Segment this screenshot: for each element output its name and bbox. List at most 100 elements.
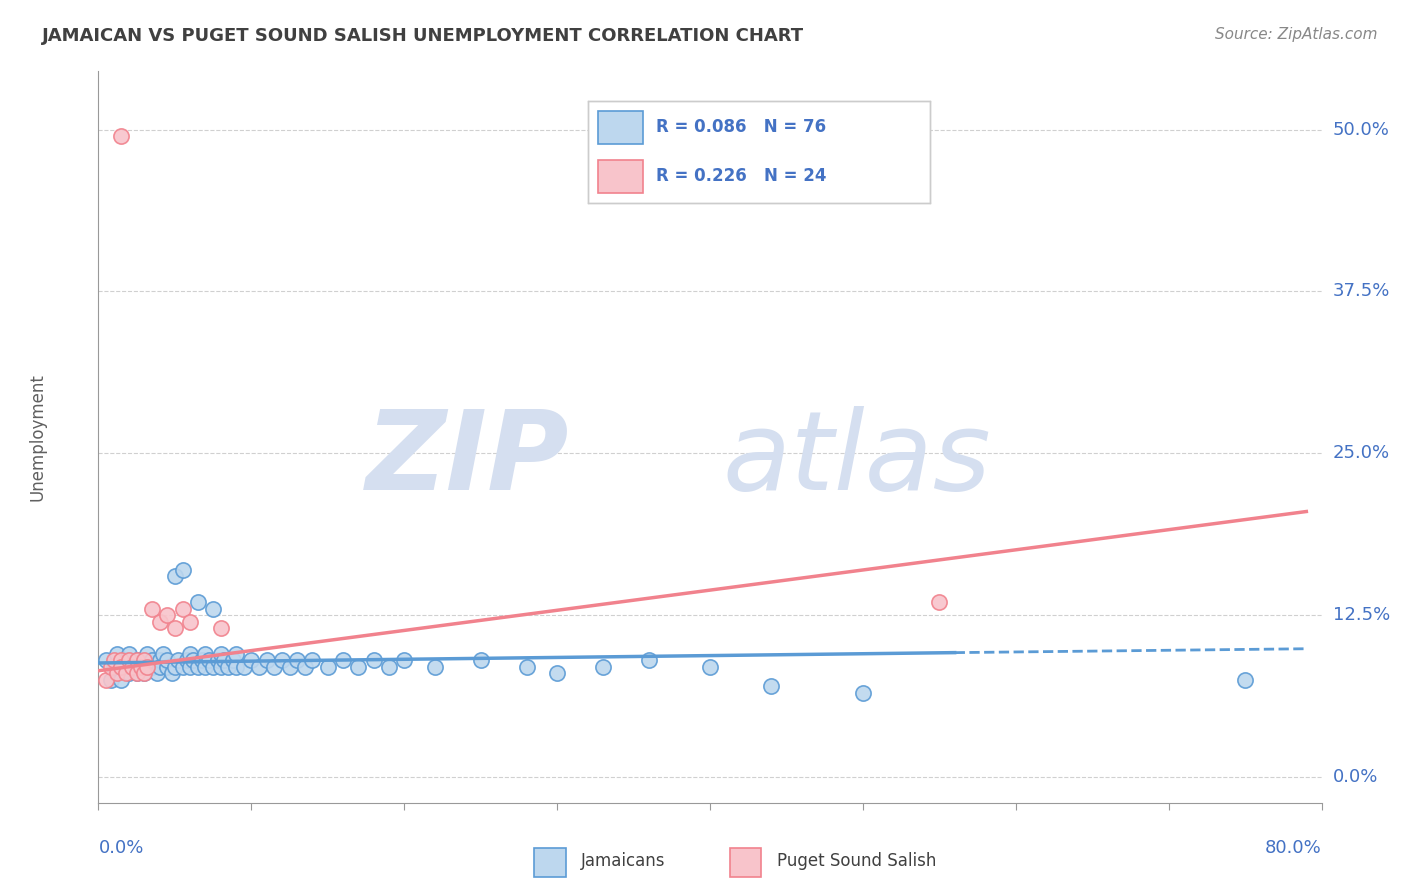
Point (172, 601, 194, 615)
Point (105, 666, 128, 681)
Point (176, 653, 198, 667)
Point (209, 621, 232, 635)
Text: 25.0%: 25.0% (1333, 444, 1391, 462)
Point (149, 653, 172, 667)
Point (470, 653, 492, 667)
Point (152, 647, 174, 661)
Point (256, 653, 278, 667)
Point (202, 660, 225, 674)
Point (172, 563, 194, 577)
Point (378, 660, 401, 674)
Point (316, 660, 339, 674)
Point (759, 679, 782, 693)
Point (110, 673, 132, 687)
Point (191, 653, 214, 667)
Point (118, 666, 141, 681)
Point (392, 653, 416, 667)
Point (423, 660, 446, 674)
Point (115, 653, 138, 667)
Point (156, 653, 179, 667)
Point (172, 660, 194, 674)
Point (637, 653, 661, 667)
Point (110, 653, 132, 667)
Point (118, 647, 141, 661)
Point (141, 653, 163, 667)
Point (194, 647, 217, 661)
Point (363, 653, 385, 667)
Point (103, 653, 125, 667)
Point (852, 686, 875, 700)
Point (209, 660, 232, 674)
Point (592, 660, 614, 674)
Point (103, 660, 125, 674)
Point (516, 660, 538, 674)
Point (202, 601, 225, 615)
Point (167, 653, 190, 667)
Point (141, 660, 163, 674)
Text: ZIP: ZIP (366, 406, 569, 513)
Point (134, 653, 156, 667)
Point (110, 660, 132, 674)
Point (225, 660, 247, 674)
Text: 80.0%: 80.0% (1265, 839, 1322, 857)
Point (156, 608, 179, 623)
Point (232, 660, 254, 674)
Point (160, 666, 183, 681)
Point (121, 660, 143, 674)
Point (125, 653, 148, 667)
Point (156, 660, 179, 674)
Point (209, 647, 232, 661)
Text: 37.5%: 37.5% (1333, 283, 1391, 301)
Point (332, 653, 354, 667)
Point (1234, 673, 1257, 687)
Text: Source: ZipAtlas.com: Source: ZipAtlas.com (1215, 27, 1378, 42)
Point (194, 660, 217, 674)
Point (110, 660, 132, 674)
Point (546, 666, 568, 681)
Point (294, 660, 316, 674)
Text: 12.5%: 12.5% (1333, 606, 1391, 624)
Text: 50.0%: 50.0% (1333, 120, 1389, 138)
Point (136, 660, 159, 674)
Point (197, 653, 219, 667)
Point (278, 660, 301, 674)
Text: Unemployment: Unemployment (28, 373, 46, 501)
Point (129, 660, 152, 674)
Point (225, 647, 247, 661)
Point (270, 653, 292, 667)
Point (347, 660, 370, 674)
Point (134, 653, 156, 667)
Point (134, 666, 156, 681)
Point (285, 653, 308, 667)
Point (125, 666, 148, 681)
Point (125, 666, 148, 681)
Point (118, 653, 141, 667)
Point (212, 653, 235, 667)
Point (699, 660, 721, 674)
Point (179, 660, 201, 674)
Point (187, 595, 209, 609)
Text: atlas: atlas (723, 406, 991, 513)
Point (163, 569, 186, 583)
Point (179, 615, 201, 629)
Point (181, 653, 204, 667)
Point (263, 660, 285, 674)
Point (179, 647, 201, 661)
Point (149, 660, 172, 674)
Point (163, 660, 186, 674)
Text: JAMAICAN VS PUGET SOUND SALISH UNEMPLOYMENT CORRELATION CHART: JAMAICAN VS PUGET SOUND SALISH UNEMPLOYM… (42, 27, 804, 45)
Point (121, 660, 143, 674)
Point (141, 601, 163, 615)
Point (115, 666, 138, 681)
Point (129, 660, 152, 674)
Point (136, 647, 159, 661)
Point (94, 673, 117, 687)
Text: 0.0%: 0.0% (98, 839, 143, 857)
Point (105, 647, 128, 661)
Point (217, 660, 239, 674)
Point (94, 653, 117, 667)
Point (187, 660, 209, 674)
Point (149, 615, 172, 629)
Point (163, 621, 186, 635)
Point (240, 653, 263, 667)
